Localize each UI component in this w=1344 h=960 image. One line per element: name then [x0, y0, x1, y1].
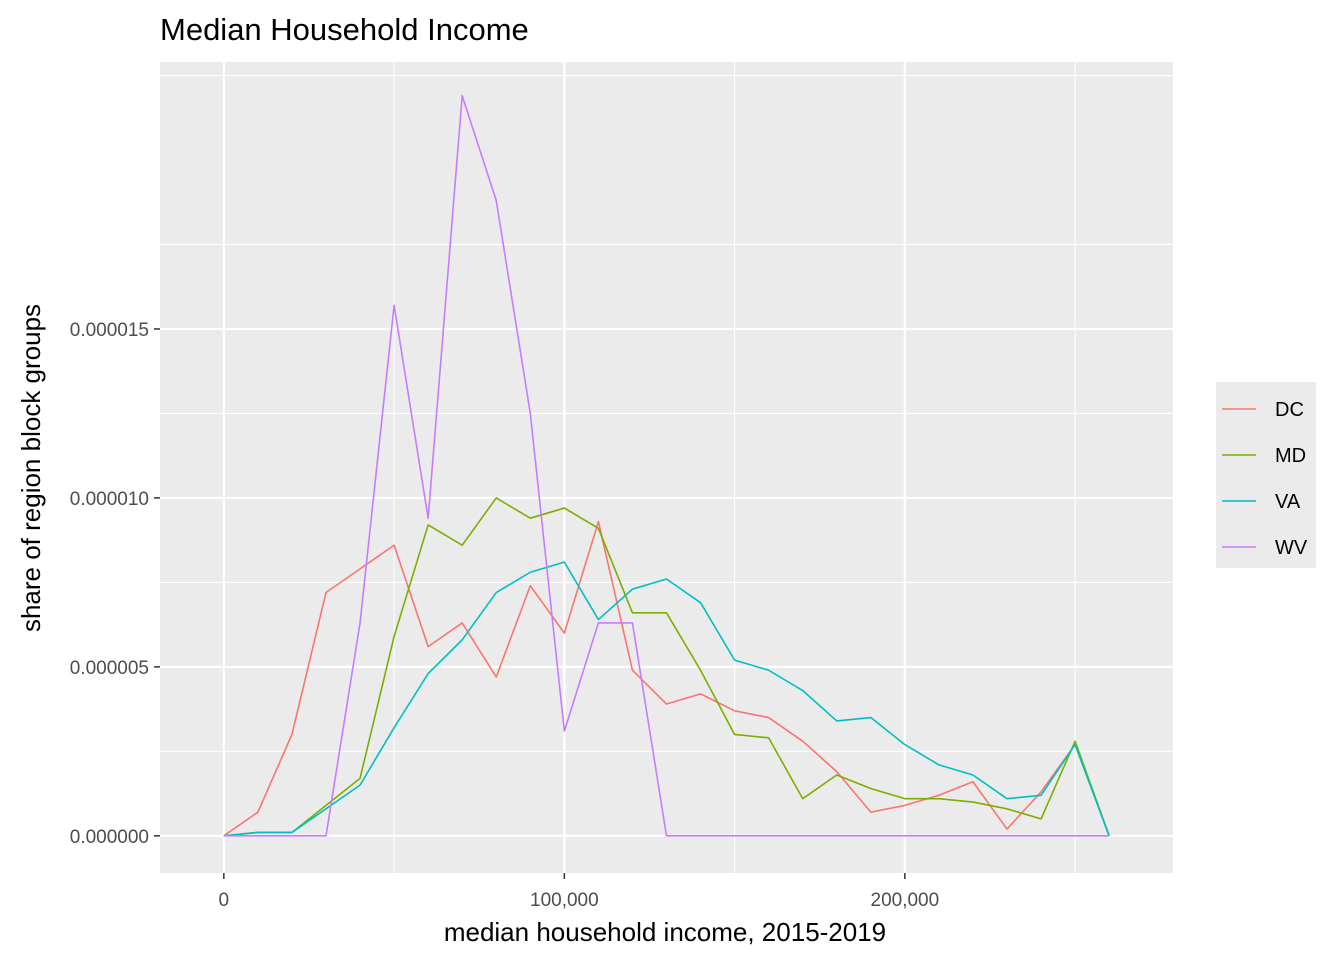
y-axis: 0.000000 0.000005 0.000010 0.000015	[70, 320, 160, 848]
chart-title: Median Household Income	[160, 12, 529, 47]
legend-label-md: MD	[1275, 445, 1306, 467]
y-tick-label: 0.000005	[70, 658, 149, 679]
x-tick-label: 0	[219, 890, 230, 911]
x-tick-label: 100,000	[530, 890, 599, 911]
legend: DC MD VA WV	[1216, 382, 1316, 568]
minor-gridlines	[160, 62, 1173, 873]
y-tick-label: 0.000015	[70, 320, 149, 341]
y-axis-title: share of region block groups	[16, 304, 46, 632]
series-lines	[223, 94, 1110, 837]
x-axis: 0 100,000 200,000	[219, 873, 940, 911]
series-line-dc	[223, 520, 1110, 837]
x-tick-label: 200,000	[871, 890, 940, 911]
x-axis-title: median household income, 2015-2019	[444, 917, 886, 947]
legend-label-va: VA	[1275, 491, 1301, 513]
legend-label-dc: DC	[1275, 399, 1304, 421]
plot-panel	[160, 62, 1173, 873]
series-line-md	[223, 497, 1110, 837]
legend-label-wv: WV	[1275, 537, 1308, 559]
y-tick-label: 0.000010	[70, 489, 149, 510]
series-line-wv	[223, 94, 1110, 837]
y-tick-label: 0.000000	[70, 827, 149, 848]
series-line-va	[223, 561, 1110, 837]
